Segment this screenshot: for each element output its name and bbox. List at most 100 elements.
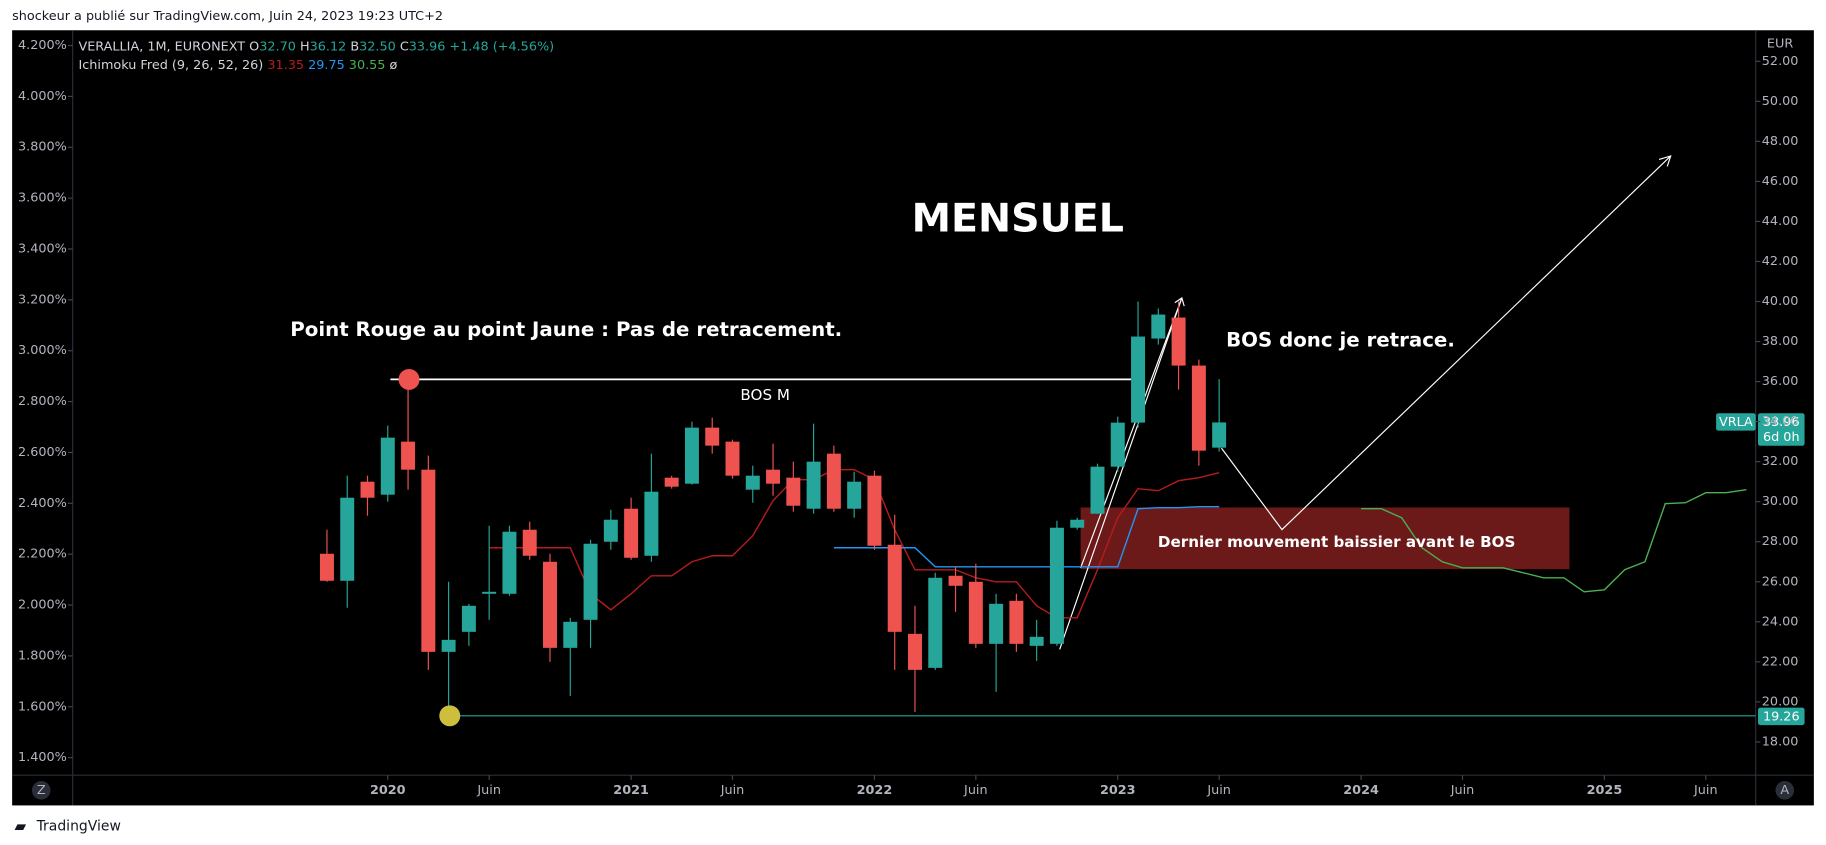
x-tick-label: 2025 <box>1587 783 1623 798</box>
ohlc-value: 33.96 <box>409 39 446 54</box>
y-tick-label: 26.00 <box>1762 574 1799 589</box>
candle-body <box>867 475 882 546</box>
candle-body <box>887 544 902 632</box>
candle-body <box>847 481 862 509</box>
candle-body <box>603 519 618 542</box>
arrow <box>1080 297 1183 569</box>
candle-body <box>1009 600 1024 644</box>
candle-body <box>1212 422 1227 448</box>
indicator-value: 31.35 <box>267 58 304 73</box>
low-price: 19.26 <box>1763 709 1800 724</box>
candle-body <box>1029 636 1044 646</box>
legend: VERALLIA, 1M, EURONEXT O32.70 H36.12 B32… <box>78 39 554 54</box>
y2-tick-label: 3.400% <box>18 241 67 256</box>
candle-body <box>319 553 334 581</box>
candle-body <box>522 529 537 556</box>
candle-body <box>1131 336 1146 423</box>
x-tick-label: 2022 <box>857 783 893 798</box>
candle-body <box>441 639 456 652</box>
candle-body <box>583 543 598 620</box>
ohlc-value: 32.50 <box>359 39 396 54</box>
y2-tick-label: 1.800% <box>18 648 67 663</box>
candle-body <box>725 441 740 476</box>
candle-body <box>360 481 375 498</box>
x-tick-label: Juin <box>963 783 988 798</box>
y-tick-label: 46.00 <box>1762 174 1799 189</box>
red-point <box>398 368 420 390</box>
x-tick-label: Juin <box>1693 783 1718 798</box>
annotation: Point Rouge au point Jaune : Pas de retr… <box>290 318 842 341</box>
change: +1.48 (+4.56%) <box>449 39 554 54</box>
x-tick-label: Juin <box>720 783 745 798</box>
candle-body <box>948 575 963 586</box>
candle-body <box>745 475 760 490</box>
candle-body <box>644 491 659 556</box>
candle-body <box>826 453 841 509</box>
ohlc-key: B <box>350 39 359 54</box>
low-price-tag <box>1758 707 1805 726</box>
y2-tick-label: 4.000% <box>18 89 67 104</box>
y-tick-label: 32.00 <box>1762 454 1799 469</box>
y2-tick-label: 2.200% <box>18 547 67 562</box>
y-tick-label: 44.00 <box>1762 214 1799 229</box>
annotation: MENSUEL <box>912 196 1124 242</box>
ohlc-value: 36.12 <box>310 39 347 54</box>
y-tick-label: 20.00 <box>1762 694 1799 709</box>
indicator-value: 29.75 <box>308 58 345 73</box>
y-tick-label: 30.00 <box>1762 494 1799 509</box>
ohlc-key: H <box>300 39 310 54</box>
y2-tick-label: 3.000% <box>18 343 67 358</box>
candle-body <box>989 603 1004 644</box>
ohlc-key: C <box>400 39 409 54</box>
x-tick-label: 2021 <box>613 783 649 798</box>
candle-body <box>1110 422 1125 467</box>
candle-body <box>1070 519 1085 528</box>
indicator: Ichimoku Fred (9, 26, 52, 26) <box>78 58 263 73</box>
y-tick-label: 34.00 <box>1762 414 1799 429</box>
y2-tick-label: 3.600% <box>18 191 67 206</box>
y2-tick-label: 3.800% <box>18 140 67 155</box>
currency: EUR <box>1767 37 1793 52</box>
annotation: Dernier mouvement baissier avant le BOS <box>1158 533 1515 551</box>
button-label[interactable]: Z <box>37 783 46 798</box>
y-tick-label: 42.00 <box>1762 254 1799 269</box>
candle-body <box>1191 365 1206 451</box>
button[interactable] <box>31 780 51 800</box>
candle-body <box>421 469 436 652</box>
y-tick-label: 48.00 <box>1762 134 1799 149</box>
ohlc-value: 32.70 <box>259 39 296 54</box>
y-tick-label: 38.00 <box>1762 334 1799 349</box>
candle-body <box>380 437 395 495</box>
button-label[interactable]: A <box>1780 783 1789 798</box>
y2-tick-label: 1.600% <box>18 699 67 714</box>
candle-body <box>664 477 679 487</box>
candle-body <box>1151 314 1166 339</box>
y2-tick-label: 3.200% <box>18 292 67 307</box>
candle-body <box>340 497 355 581</box>
y2-tick-label: 2.400% <box>18 496 67 511</box>
candle-body <box>563 621 578 648</box>
ohlc-key: O <box>249 39 259 54</box>
candle-body <box>482 591 497 594</box>
indicator-value: 30.55 <box>349 58 386 73</box>
y2-tick-label: 1.400% <box>18 750 67 765</box>
countdown: 6d 0h <box>1763 430 1800 445</box>
x-tick-label: Juin <box>1206 783 1231 798</box>
y2-tick-label: 2.800% <box>18 394 67 409</box>
y-tick-label: 28.00 <box>1762 534 1799 549</box>
symbol-tag <box>1716 413 1756 431</box>
candle-body <box>624 508 639 558</box>
y-tick-label: 18.00 <box>1762 734 1799 749</box>
chart-panel <box>12 30 1814 806</box>
x-tick-label: Juin <box>1450 783 1475 798</box>
candle-body <box>806 461 821 509</box>
y-tick-label: 50.00 <box>1762 94 1799 109</box>
y-tick-label: 52.00 <box>1762 54 1799 69</box>
x-tick-label: 2020 <box>370 783 406 798</box>
projection-arrow <box>1220 155 1672 531</box>
candle-body <box>1049 527 1064 644</box>
button[interactable] <box>1775 780 1795 800</box>
brand: TradingView <box>36 818 121 834</box>
annotation: BOS M <box>740 386 789 404</box>
